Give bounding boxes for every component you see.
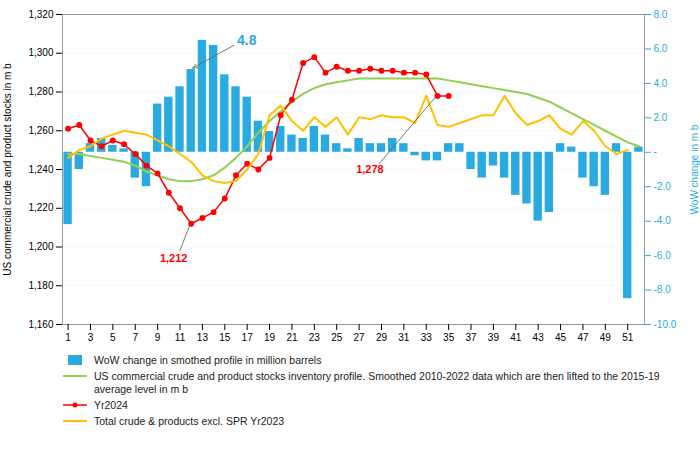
- svg-text:1,160: 1,160: [28, 319, 53, 330]
- svg-text:8.0: 8.0: [654, 9, 668, 20]
- svg-text:17: 17: [242, 332, 254, 343]
- svg-text:35: 35: [443, 332, 455, 343]
- svg-text:45: 45: [555, 332, 567, 343]
- svg-text:31: 31: [398, 332, 410, 343]
- svg-text:1: 1: [65, 332, 71, 343]
- svg-text:43: 43: [533, 332, 545, 343]
- svg-text:US commercial crude and produc: US commercial crude and product stocks i…: [2, 63, 13, 276]
- svg-text:-: -: [654, 146, 657, 157]
- svg-text:WoW change in m b: WoW change in m b: [689, 124, 700, 214]
- svg-text:-10.0: -10.0: [654, 319, 677, 330]
- svg-text:3: 3: [88, 332, 94, 343]
- svg-text:27: 27: [354, 332, 366, 343]
- html-text:US commercial crude and produc: US commercial crude and product stocks i…: [94, 370, 660, 395]
- svg-text:19: 19: [264, 332, 276, 343]
- svg-text:-6.0: -6.0: [654, 250, 672, 261]
- svg-text:-4.0: -4.0: [654, 215, 672, 226]
- svg-text:13: 13: [197, 332, 209, 343]
- svg-text:4.8: 4.8: [237, 32, 257, 48]
- svg-text:11: 11: [175, 332, 186, 343]
- svg-text:29: 29: [376, 332, 388, 343]
- svg-text:-8.0: -8.0: [654, 284, 672, 295]
- svg-text:1,320: 1,320: [28, 9, 53, 20]
- svg-text:21: 21: [286, 332, 298, 343]
- svg-text:1,300: 1,300: [28, 47, 53, 58]
- svg-text:1,200: 1,200: [28, 241, 53, 252]
- svg-text:1,280: 1,280: [28, 86, 53, 97]
- svg-text:1,220: 1,220: [28, 202, 53, 213]
- svg-text:23: 23: [309, 332, 321, 343]
- svg-text:1,180: 1,180: [28, 280, 53, 291]
- html-text:Yr2024: Yr2024: [94, 399, 128, 411]
- svg-text:51: 51: [622, 332, 634, 343]
- svg-text:37: 37: [465, 332, 477, 343]
- svg-text:49: 49: [600, 332, 612, 343]
- svg-text:15: 15: [219, 332, 231, 343]
- svg-text:25: 25: [331, 332, 343, 343]
- svg-text:1,212: 1,212: [160, 252, 188, 264]
- svg-text:-2.0: -2.0: [654, 181, 672, 192]
- html-text:WoW change in smothed profile: WoW change in smothed profile in million…: [94, 354, 322, 366]
- svg-text:33: 33: [421, 332, 433, 343]
- svg-text:47: 47: [577, 332, 589, 343]
- svg-text:1,260: 1,260: [28, 125, 53, 136]
- svg-text:9: 9: [155, 332, 161, 343]
- svg-text:7: 7: [132, 332, 138, 343]
- svg-text:5: 5: [110, 332, 116, 343]
- svg-text:1,240: 1,240: [28, 164, 53, 175]
- svg-text:39: 39: [488, 332, 500, 343]
- svg-text:1,278: 1,278: [356, 163, 384, 175]
- svg-text:41: 41: [510, 332, 522, 343]
- svg-text:4.0: 4.0: [654, 78, 668, 89]
- html-text:Total crude & products excl. S: Total crude & products excl. SPR Yr2023: [94, 415, 285, 427]
- svg-text:2.0: 2.0: [654, 112, 668, 123]
- svg-text:6.0: 6.0: [654, 43, 668, 54]
